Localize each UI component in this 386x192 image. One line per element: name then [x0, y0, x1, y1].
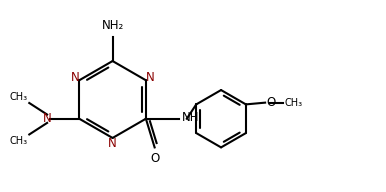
- Text: CH₃: CH₃: [9, 92, 27, 102]
- Text: N: N: [43, 112, 51, 125]
- Text: CH₃: CH₃: [9, 136, 27, 146]
- Text: NH: NH: [182, 111, 200, 124]
- Text: O: O: [266, 96, 276, 109]
- Text: N: N: [71, 71, 80, 84]
- Text: NH₂: NH₂: [102, 19, 124, 32]
- Text: O: O: [150, 152, 159, 165]
- Text: CH₃: CH₃: [285, 98, 303, 108]
- Text: N: N: [146, 71, 154, 84]
- Text: N: N: [108, 137, 117, 150]
